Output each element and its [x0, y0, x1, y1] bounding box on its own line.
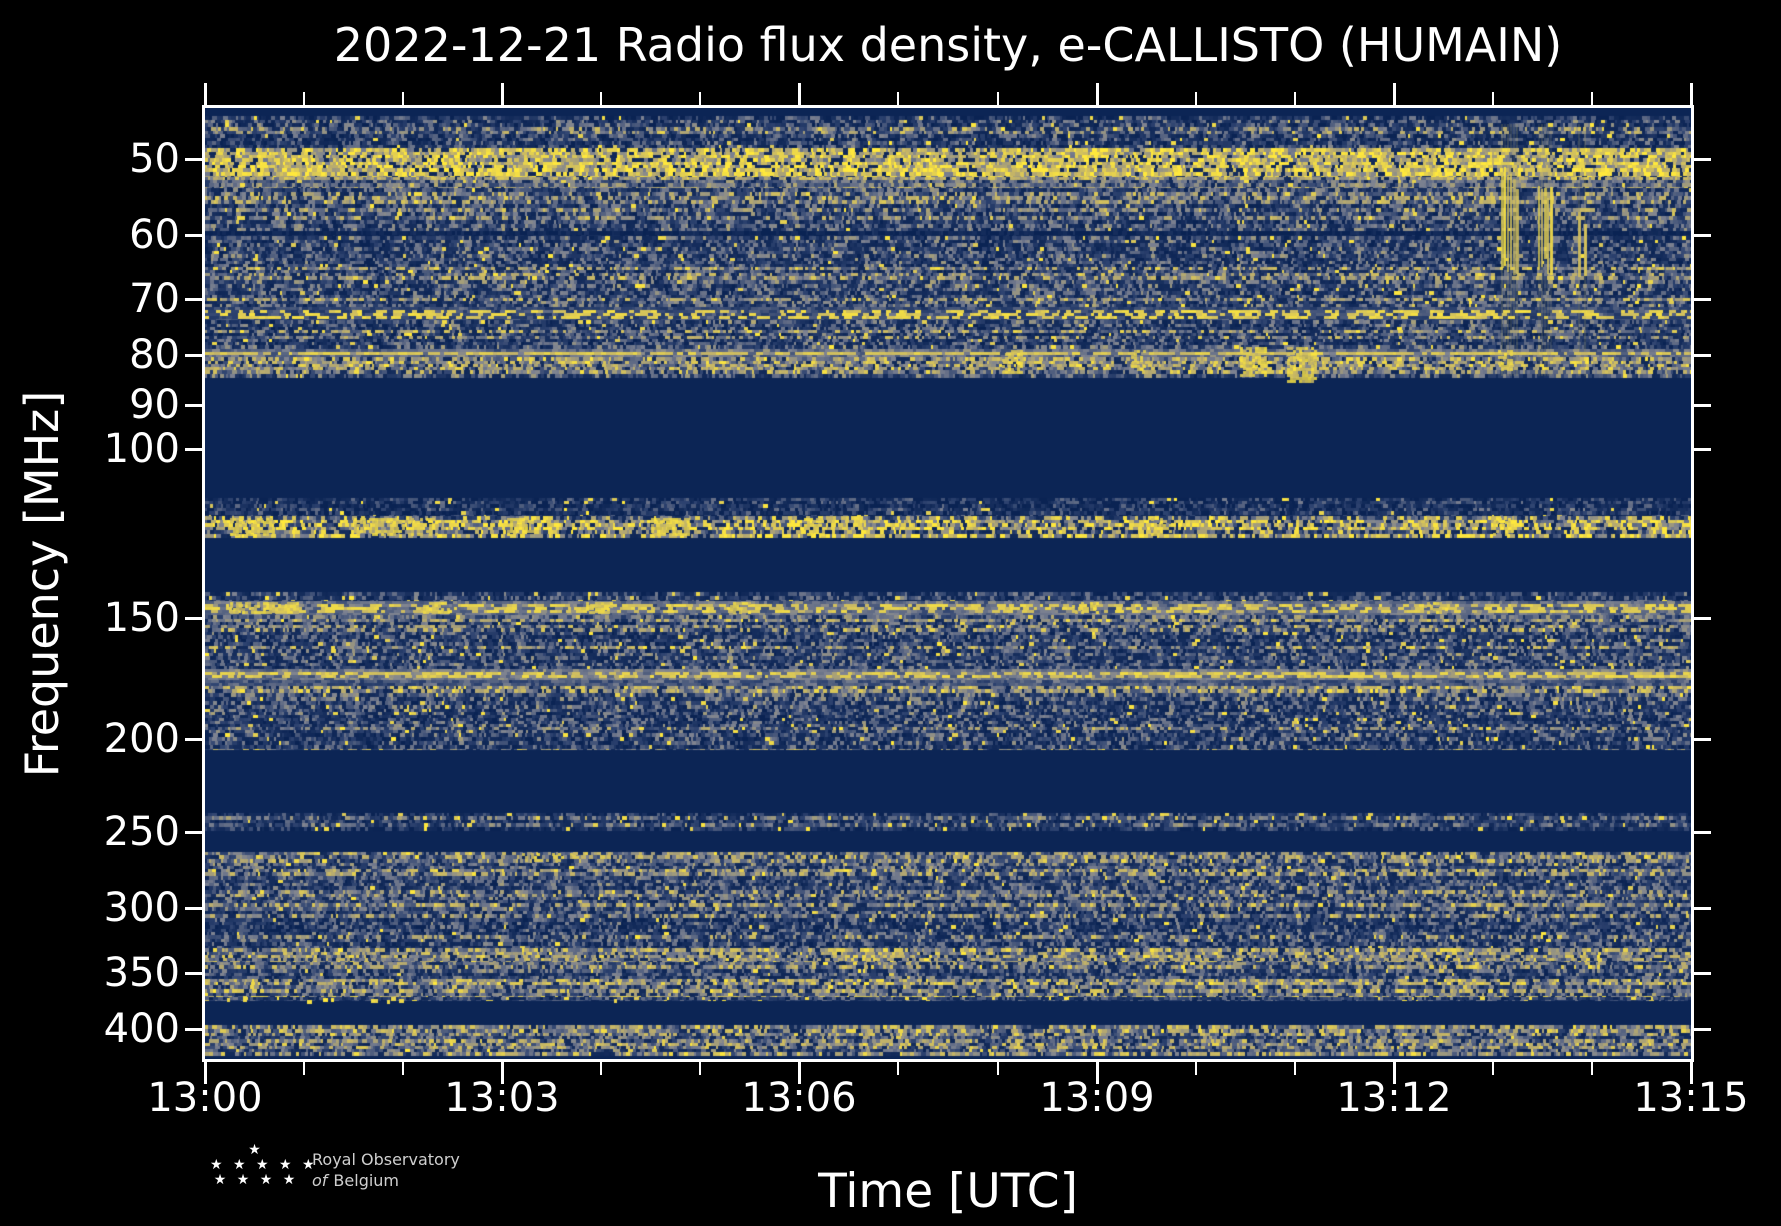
y-tick-label: 200: [103, 716, 180, 762]
x-major-tick: [798, 1062, 801, 1084]
star-row: ★ ★ ★ ★: [213, 1172, 299, 1188]
x-minor-tick: [1591, 1062, 1593, 1075]
x-minor-tick-top: [303, 92, 305, 105]
rob-logo-belgium: Belgium: [333, 1171, 400, 1190]
y-tick-label: 80: [129, 332, 180, 378]
y-major-tick-right: [1694, 907, 1711, 910]
x-tick-label: 13:12: [1336, 1075, 1452, 1121]
y-major-tick: [185, 907, 202, 910]
y-major-tick: [185, 831, 202, 834]
y-tick-label: 60: [129, 212, 180, 258]
x-minor-tick: [1492, 1062, 1494, 1075]
x-tick-label: 13:03: [444, 1075, 560, 1121]
x-axis-label: Time [UTC]: [818, 1164, 1078, 1219]
y-tick-label: 50: [129, 136, 180, 182]
x-minor-tick: [1195, 1062, 1197, 1075]
y-major-tick: [185, 972, 202, 975]
y-major-tick: [185, 354, 202, 357]
y-major-tick: [185, 158, 202, 161]
x-tick-label: 13:15: [1633, 1075, 1749, 1121]
y-major-tick: [185, 448, 202, 451]
x-minor-tick: [997, 1062, 999, 1075]
spectrogram-canvas: [205, 108, 1691, 1059]
y-major-tick-right: [1694, 158, 1711, 161]
x-major-tick-top: [798, 83, 801, 105]
x-tick-label: 13:06: [741, 1075, 857, 1121]
rob-logo-stars-icon: ★ ★ ★ ★ ★ ★ ★ ★ ★ ★: [210, 1142, 318, 1188]
rob-logo-text: Royal Observatory of Belgium: [312, 1149, 460, 1191]
x-tick-label: 13:00: [147, 1075, 263, 1121]
x-major-tick-top: [501, 83, 504, 105]
y-major-tick-right: [1694, 1028, 1711, 1031]
y-major-tick-right: [1694, 354, 1711, 357]
y-tick-label: 70: [129, 276, 180, 322]
x-minor-tick: [699, 1062, 701, 1075]
x-major-tick: [1096, 1062, 1099, 1084]
rob-logo-of: of: [312, 1171, 328, 1190]
y-tick-label: 400: [103, 1006, 180, 1052]
x-minor-tick: [600, 1062, 602, 1075]
x-minor-tick-top: [600, 92, 602, 105]
x-minor-tick-top: [1492, 92, 1494, 105]
y-axis-label: Frequency [MHz]: [15, 390, 69, 778]
x-minor-tick-top: [1591, 92, 1593, 105]
x-major-tick: [204, 1062, 207, 1084]
y-tick-label: 300: [103, 885, 180, 931]
y-major-tick-right: [1694, 448, 1711, 451]
y-major-tick: [185, 298, 202, 301]
x-minor-tick: [897, 1062, 899, 1075]
x-minor-tick: [402, 1062, 404, 1075]
x-minor-tick-top: [1294, 92, 1296, 105]
y-major-tick-right: [1694, 738, 1711, 741]
x-major-tick-top: [1690, 83, 1693, 105]
y-major-tick-right: [1694, 234, 1711, 237]
y-tick-label: 250: [103, 809, 180, 855]
y-tick-label: 90: [129, 382, 180, 428]
x-major-tick: [501, 1062, 504, 1084]
y-major-tick-right: [1694, 831, 1711, 834]
x-major-tick-top: [204, 83, 207, 105]
y-major-tick-right: [1694, 404, 1711, 407]
y-tick-label: 100: [103, 426, 180, 472]
x-major-tick: [1690, 1062, 1693, 1084]
x-minor-tick-top: [897, 92, 899, 105]
x-major-tick-top: [1096, 83, 1099, 105]
x-minor-tick: [303, 1062, 305, 1075]
x-minor-tick-top: [1195, 92, 1197, 105]
y-major-tick-right: [1694, 972, 1711, 975]
chart-title: 2022-12-21 Radio flux density, e-CALLIST…: [333, 18, 1563, 72]
y-major-tick-right: [1694, 617, 1711, 620]
rob-logo-line1: Royal Observatory: [312, 1150, 460, 1169]
rob-logo-line2: of Belgium: [312, 1170, 460, 1191]
y-major-tick-right: [1694, 298, 1711, 301]
x-tick-label: 13:09: [1039, 1075, 1155, 1121]
y-major-tick: [185, 738, 202, 741]
y-major-tick: [185, 404, 202, 407]
x-minor-tick-top: [997, 92, 999, 105]
rob-logo: ★ ★ ★ ★ ★ ★ ★ ★ ★ ★ Royal Observatory of Be…: [210, 1143, 630, 1203]
x-major-tick: [1393, 1062, 1396, 1084]
x-major-tick-top: [1393, 83, 1396, 105]
y-tick-label: 350: [103, 950, 180, 996]
x-minor-tick-top: [699, 92, 701, 105]
x-minor-tick-top: [402, 92, 404, 105]
star-row: ★ ★ ★ ★ ★: [210, 1157, 318, 1173]
y-major-tick: [185, 617, 202, 620]
y-major-tick: [185, 1028, 202, 1031]
x-minor-tick: [1294, 1062, 1296, 1075]
y-tick-label: 150: [103, 595, 180, 641]
star-row: ★: [248, 1142, 264, 1158]
y-major-tick: [185, 234, 202, 237]
